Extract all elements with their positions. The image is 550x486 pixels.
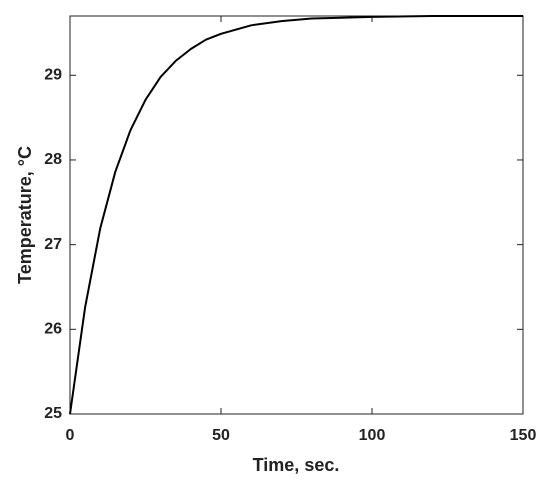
x-tick-label: 0 [66,427,75,444]
x-tick-label: 150 [510,427,537,444]
y-tick-label: 29 [44,66,62,83]
x-tick-label: 50 [212,427,230,444]
y-axis-label: Temperature, °C [15,146,35,284]
x-tick-label: 100 [359,427,386,444]
plot-frame [69,15,524,415]
line-series [69,15,523,415]
y-tick-label: 27 [44,236,62,253]
y-tick-label: 26 [44,321,62,338]
y-tick-label: 28 [44,151,62,168]
y-tick-label: 25 [44,405,62,422]
x-axis-label: Time, sec. [253,455,340,475]
